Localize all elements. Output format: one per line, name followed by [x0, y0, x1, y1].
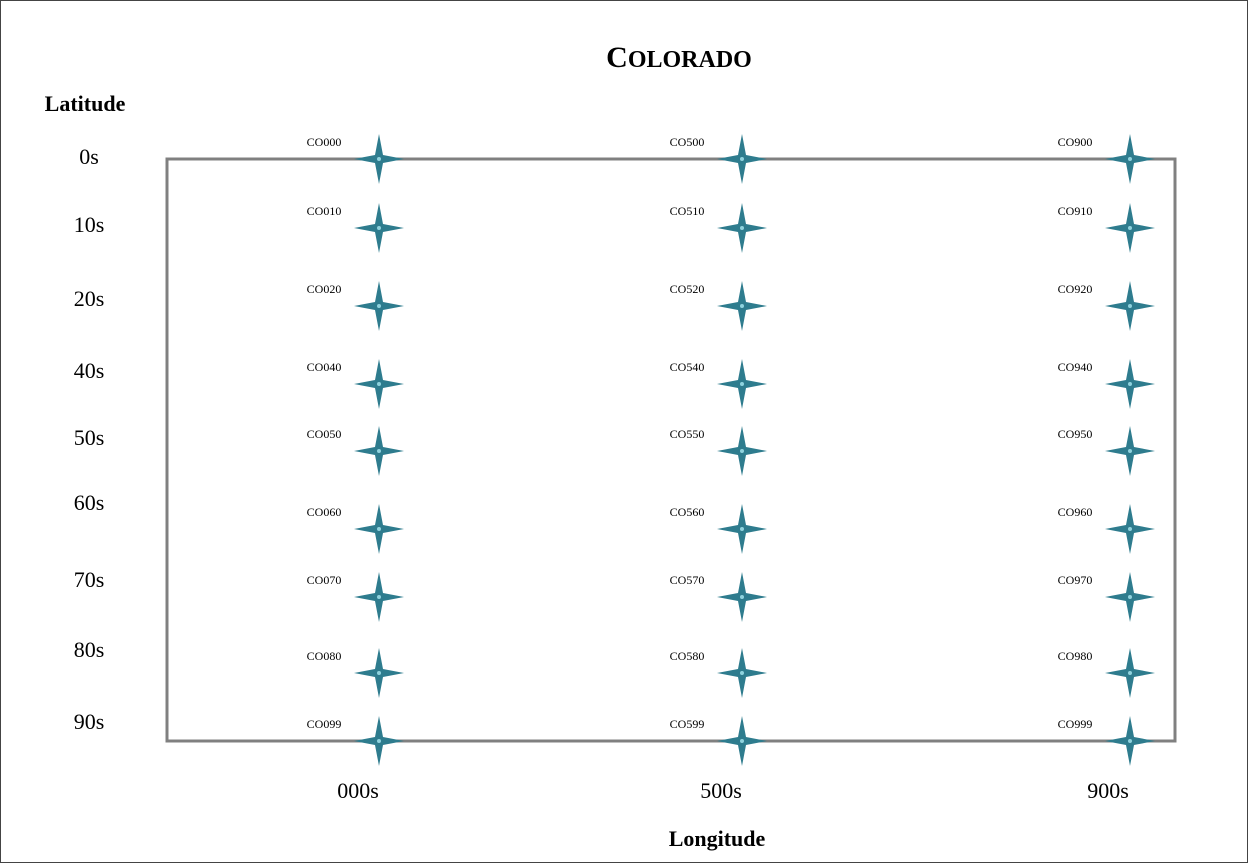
star-marker-center	[740, 226, 744, 230]
point-label: CO000	[307, 135, 342, 149]
star-marker-center	[1128, 157, 1132, 161]
y-tick-label: 90s	[74, 709, 105, 734]
star-marker-center	[740, 304, 744, 308]
point-label: CO070	[307, 573, 342, 587]
star-marker-center	[377, 739, 381, 743]
point-label: CO520	[670, 282, 705, 296]
point-label: CO560	[670, 505, 705, 519]
point-label: CO970	[1058, 573, 1093, 587]
star-marker-center	[740, 449, 744, 453]
x-axis-title: Longitude	[669, 826, 766, 851]
point-label: CO080	[307, 649, 342, 663]
point-label: CO940	[1058, 360, 1093, 374]
star-marker-center	[1128, 527, 1132, 531]
plot-frame	[165, 157, 1177, 743]
x-tick-label: 500s	[700, 778, 742, 803]
x-tick-labels: 000s 500s 900s	[337, 778, 1129, 803]
y-axis-title: Latitude	[45, 91, 126, 116]
chart-title-rest: OLORADO	[628, 47, 752, 73]
chart-title: COLORADO	[606, 41, 752, 74]
point-label: CO060	[307, 505, 342, 519]
y-tick-label: 10s	[74, 212, 105, 237]
star-marker-center	[740, 527, 744, 531]
point-label: CO900	[1058, 135, 1093, 149]
point-label: CO950	[1058, 427, 1093, 441]
star-marker-center	[377, 527, 381, 531]
y-tick-label: 50s	[74, 425, 105, 450]
chart-title-initial: C	[606, 41, 628, 74]
star-marker-center	[377, 595, 381, 599]
y-tick-label: 0s	[79, 144, 99, 169]
x-tick-label: 000s	[337, 778, 379, 803]
point-label: CO020	[307, 282, 342, 296]
star-marker-center	[377, 226, 381, 230]
point-label: CO540	[670, 360, 705, 374]
star-marker-center	[740, 157, 744, 161]
point-label: CO500	[670, 135, 705, 149]
y-tick-label: 70s	[74, 567, 105, 592]
x-tick-label: 900s	[1087, 778, 1129, 803]
point-label: CO910	[1058, 204, 1093, 218]
point-label: CO580	[670, 649, 705, 663]
star-marker-center	[1128, 382, 1132, 386]
point-label: CO550	[670, 427, 705, 441]
star-marker-center	[377, 449, 381, 453]
point-label: CO010	[307, 204, 342, 218]
star-marker-center	[377, 382, 381, 386]
star-marker-center	[1128, 226, 1132, 230]
star-marker-center	[740, 739, 744, 743]
y-tick-label: 60s	[74, 490, 105, 515]
point-label: CO960	[1058, 505, 1093, 519]
star-marker-center	[377, 157, 381, 161]
star-marker-center	[377, 671, 381, 675]
y-tick-labels: 0s 10s 20s 40s 50s 60s 70s 80s 90s	[74, 144, 105, 734]
star-marker-center	[740, 671, 744, 675]
star-marker-center	[1128, 304, 1132, 308]
y-tick-label: 20s	[74, 286, 105, 311]
star-marker-center	[1128, 449, 1132, 453]
point-label: CO099	[307, 717, 342, 731]
point-label: CO920	[1058, 282, 1093, 296]
point-label: CO999	[1058, 717, 1093, 731]
star-marker-center	[1128, 595, 1132, 599]
star-marker-center	[1128, 739, 1132, 743]
point-label: CO980	[1058, 649, 1093, 663]
point-label: CO510	[670, 204, 705, 218]
star-marker-center	[740, 595, 744, 599]
y-tick-label: 40s	[74, 358, 105, 383]
point-label: CO570	[670, 573, 705, 587]
point-label: CO040	[307, 360, 342, 374]
point-label: CO599	[670, 717, 705, 731]
star-marker-center	[740, 382, 744, 386]
star-marker-center	[377, 304, 381, 308]
star-marker-center	[1128, 671, 1132, 675]
y-tick-label: 80s	[74, 637, 105, 662]
point-label: CO050	[307, 427, 342, 441]
data-points: CO000 CO010 CO020 CO040 CO050 CO060 CO070 CO080…	[307, 134, 1155, 766]
